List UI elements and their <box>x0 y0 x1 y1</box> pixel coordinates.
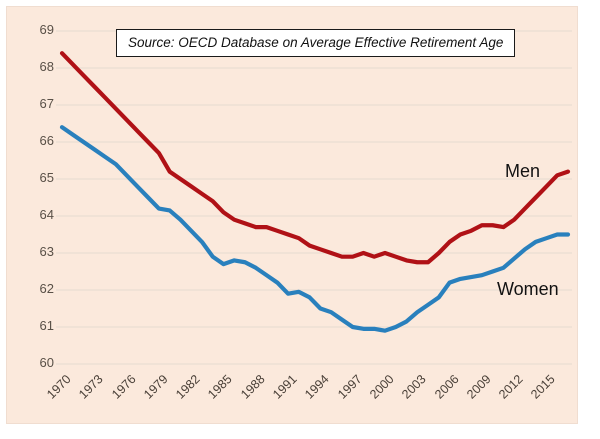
series-line-women <box>59 125 571 333</box>
y-tick-label: 69 <box>39 22 54 37</box>
series-line-men <box>59 51 571 265</box>
y-tick-label: 60 <box>39 355 54 370</box>
series-label-men: Men <box>505 161 541 181</box>
y-tick-label: 63 <box>39 244 54 259</box>
y-tick-label: 68 <box>39 59 54 74</box>
series-label-women: Women <box>497 279 559 299</box>
y-tick-label: 62 <box>39 281 54 296</box>
y-tick-label: 61 <box>39 318 54 333</box>
y-tick-label: 66 <box>39 133 54 148</box>
y-tick-label: 67 <box>39 96 54 111</box>
y-tick-label: 64 <box>39 207 54 222</box>
series-paths-group <box>59 51 571 333</box>
gridlines-group <box>56 30 572 365</box>
chart-panel <box>6 6 578 424</box>
source-note-box: Source: OECD Database on Average Effecti… <box>116 29 516 57</box>
y-tick-label: 65 <box>39 170 54 185</box>
